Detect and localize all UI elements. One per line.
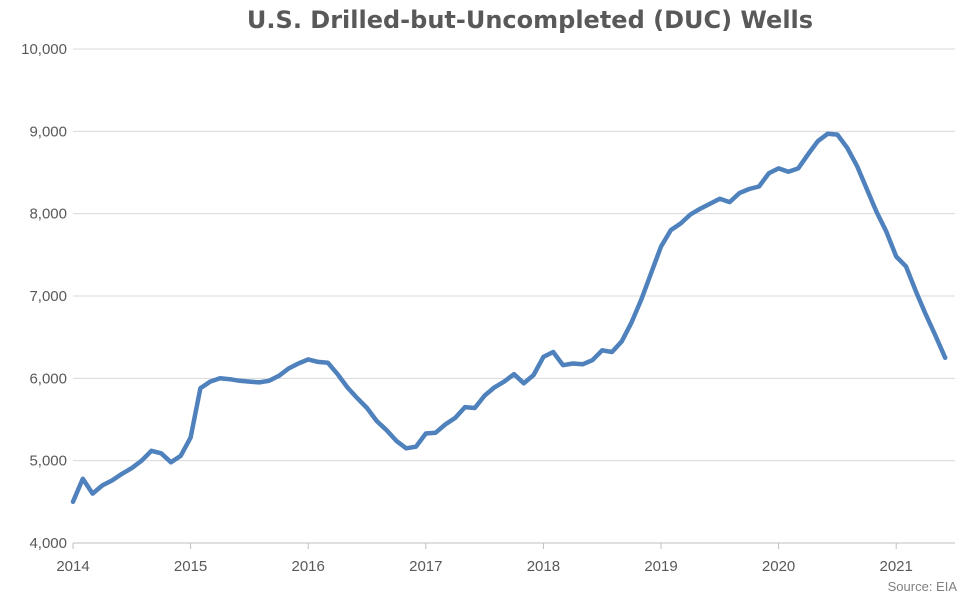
x-tick-label: 2018 <box>527 558 560 575</box>
source-note: Source: EIA <box>887 579 957 594</box>
y-tick-label: 4,000 <box>29 535 67 552</box>
series-layer <box>70 131 948 505</box>
y-tick-label: 10,000 <box>21 41 67 58</box>
x-tick-label: 2015 <box>174 558 207 575</box>
x-tick-label: 2021 <box>880 558 913 575</box>
axes <box>72 542 955 549</box>
gridlines <box>73 48 955 544</box>
x-tick-label: 2017 <box>409 558 442 575</box>
chart-title: U.S. Drilled-but-Uncompleted (DUC) Wells <box>246 6 814 34</box>
y-tick-label: 9,000 <box>29 123 67 140</box>
x-tick-label: 2020 <box>762 558 795 575</box>
x-tick-label: 2019 <box>644 558 677 575</box>
y-tick-label: 6,000 <box>29 370 67 387</box>
y-tick-label: 8,000 <box>29 206 67 223</box>
y-tick-label: 7,000 <box>29 288 67 305</box>
series-line <box>70 131 948 505</box>
x-tick-label: 2016 <box>292 558 325 575</box>
x-tick-label: 2014 <box>56 558 89 575</box>
tick-labels: 4,000 5,000 6,000 7,000 8,000 9,000 10,000 2014… <box>21 41 913 575</box>
y-tick-label: 5,000 <box>29 453 67 470</box>
